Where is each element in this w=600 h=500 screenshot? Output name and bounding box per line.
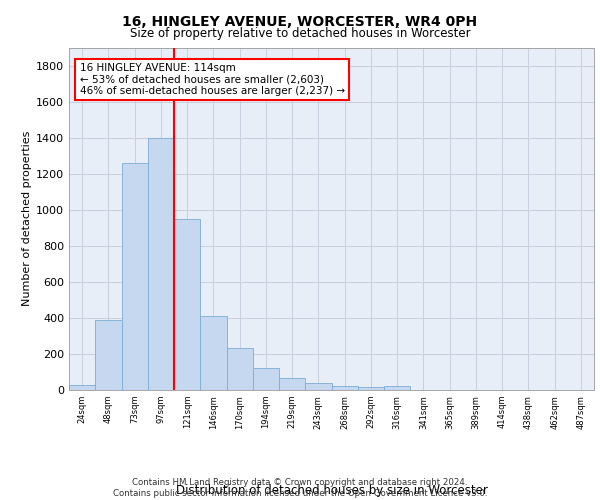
Text: 16, HINGLEY AVENUE, WORCESTER, WR4 0PH: 16, HINGLEY AVENUE, WORCESTER, WR4 0PH: [122, 14, 478, 28]
Bar: [200, 316, 227, 390]
X-axis label: Distribution of detached houses by size in Worcester: Distribution of detached houses by size …: [176, 484, 487, 498]
Bar: [253, 368, 279, 390]
Text: Size of property relative to detached houses in Worcester: Size of property relative to detached ho…: [130, 28, 470, 40]
Bar: [69, 386, 95, 390]
Bar: [305, 383, 331, 390]
Bar: [148, 138, 174, 390]
Bar: [331, 386, 358, 390]
Y-axis label: Number of detached properties: Number of detached properties: [22, 131, 32, 306]
Bar: [358, 388, 384, 390]
Bar: [384, 386, 410, 390]
Bar: [95, 320, 121, 390]
Bar: [121, 163, 148, 390]
Text: Contains HM Land Registry data © Crown copyright and database right 2024.
Contai: Contains HM Land Registry data © Crown c…: [113, 478, 487, 498]
Text: 16 HINGLEY AVENUE: 114sqm
← 53% of detached houses are smaller (2,603)
46% of se: 16 HINGLEY AVENUE: 114sqm ← 53% of detac…: [79, 63, 344, 96]
Bar: [279, 378, 305, 390]
Bar: [174, 219, 200, 390]
Bar: [227, 348, 253, 390]
